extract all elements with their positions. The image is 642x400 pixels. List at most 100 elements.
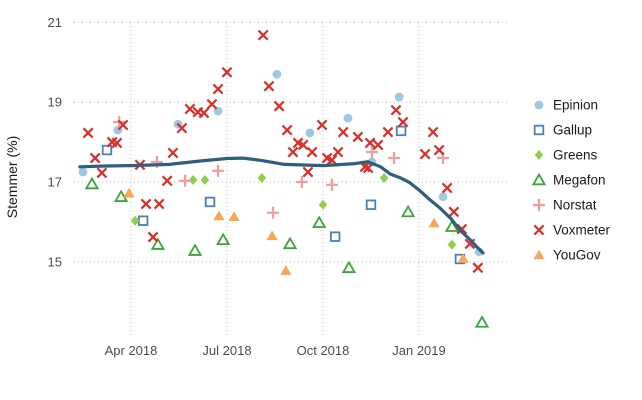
marker-voxmeter — [297, 139, 309, 151]
legend-label-yougov: YouGov — [553, 248, 601, 263]
marker-voxmeter — [147, 231, 159, 243]
x-axis-ticks: Apr 2018 Jul 2018 Oct 2018 Jan 2019 — [105, 343, 446, 358]
series-epinion — [78, 69, 484, 257]
marker-yougov — [457, 253, 469, 263]
y-axis-ticks: 15 17 19 21 — [48, 15, 62, 269]
marker-megafon — [216, 232, 231, 246]
marker-megafon — [84, 176, 100, 190]
legend-item-yougov: YouGov — [533, 248, 601, 263]
marker-greens — [318, 199, 328, 210]
marker-greens — [188, 175, 198, 186]
x-tick-label: Jul 2018 — [202, 343, 251, 358]
marker-voxmeter — [161, 175, 173, 187]
legend-item-epinion: Epinion — [534, 98, 598, 113]
legend-item-gallup: Gallup — [533, 123, 592, 138]
marker-megafon — [400, 204, 416, 218]
marker-greens — [130, 215, 140, 226]
marker-megafon — [187, 243, 203, 256]
series-megafon — [84, 176, 490, 328]
marker-megafon — [444, 219, 460, 232]
marker-greens — [379, 173, 389, 184]
legend-item-megafon: Megafon — [531, 172, 606, 188]
marker-epinion — [438, 192, 448, 202]
legend-triangle-open-icon — [531, 172, 547, 186]
marker-voxmeter — [433, 144, 445, 156]
marker-voxmeter — [206, 98, 218, 110]
marker-gallup — [204, 196, 216, 208]
marker-voxmeter — [419, 148, 431, 160]
legend-square-open-icon — [533, 124, 545, 136]
marker-epinion — [394, 92, 404, 102]
marker-voxmeter — [117, 119, 129, 131]
series-greens — [130, 173, 457, 250]
marker-gallup — [365, 199, 377, 210]
marker-norstat — [179, 174, 192, 187]
marker-epinion — [305, 128, 315, 138]
marker-voxmeter — [140, 198, 152, 210]
legend-label-greens: Greens — [553, 148, 598, 163]
x-tick-label: Apr 2018 — [105, 343, 158, 358]
marker-voxmeter — [441, 182, 453, 194]
marker-voxmeter — [198, 107, 210, 119]
marker-voxmeter — [316, 119, 328, 131]
series-gallup — [101, 125, 466, 265]
marker-yougov — [266, 230, 278, 241]
marker-gallup — [101, 144, 113, 156]
series-yougov — [123, 187, 469, 275]
marker-megafon — [312, 215, 327, 228]
marker-voxmeter — [212, 83, 224, 95]
marker-voxmeter — [427, 126, 439, 138]
marker-voxmeter — [89, 152, 101, 164]
marker-gallup — [137, 215, 149, 226]
marker-megafon — [282, 236, 298, 250]
marker-gallup — [329, 231, 341, 242]
marker-voxmeter — [364, 137, 376, 149]
marker-voxmeter — [221, 66, 233, 78]
legend: Epinion Gallup Greens Megafon Norstat Voxmete… — [531, 98, 611, 263]
marker-voxmeter — [332, 146, 344, 158]
x-tick-label: Jan 2019 — [392, 343, 446, 358]
marker-greens — [200, 175, 210, 186]
marker-greens — [447, 239, 457, 250]
marker-norstat — [295, 176, 308, 188]
marker-voxmeter — [111, 137, 123, 149]
legend-x-icon — [533, 224, 545, 236]
marker-megafon — [113, 189, 129, 202]
marker-norstat — [365, 146, 378, 159]
marker-voxmeter — [306, 146, 318, 158]
marker-voxmeter — [287, 146, 299, 158]
marker-norstat — [212, 164, 225, 177]
marker-voxmeter — [82, 127, 94, 139]
marker-voxmeter — [263, 80, 275, 92]
legend-label-gallup: Gallup — [553, 123, 592, 138]
series-voxmeter — [82, 29, 484, 274]
legend-label-voxmeter: Voxmeter — [553, 223, 611, 238]
marker-yougov — [280, 265, 292, 275]
legend-plus-icon — [533, 199, 545, 211]
marker-voxmeter — [96, 167, 108, 179]
marker-megafon — [474, 315, 490, 328]
y-tick-label: 15 — [48, 254, 62, 269]
marker-voxmeter — [176, 122, 188, 134]
grid — [74, 21, 508, 338]
legend-label-epinion: Epinion — [553, 98, 598, 113]
y-tick-label: 21 — [48, 15, 62, 30]
legend-label-megafon: Megafon — [553, 173, 606, 188]
marker-voxmeter — [382, 126, 394, 138]
marker-norstat — [325, 178, 338, 191]
marker-yougov — [213, 210, 225, 221]
marker-epinion — [78, 167, 88, 177]
y-axis-title: Stemmer (%) — [4, 136, 20, 218]
marker-norstat — [267, 206, 280, 219]
legend-diamond-filled-icon — [534, 150, 544, 160]
marker-greens — [257, 173, 267, 184]
marker-voxmeter — [167, 147, 179, 159]
x-tick-label: Oct 2018 — [297, 343, 350, 358]
marker-megafon — [150, 237, 166, 250]
marker-voxmeter — [352, 131, 364, 143]
marker-voxmeter — [397, 116, 409, 128]
marker-voxmeter — [302, 166, 314, 178]
marker-voxmeter — [337, 126, 349, 138]
marker-norstat — [388, 152, 401, 165]
